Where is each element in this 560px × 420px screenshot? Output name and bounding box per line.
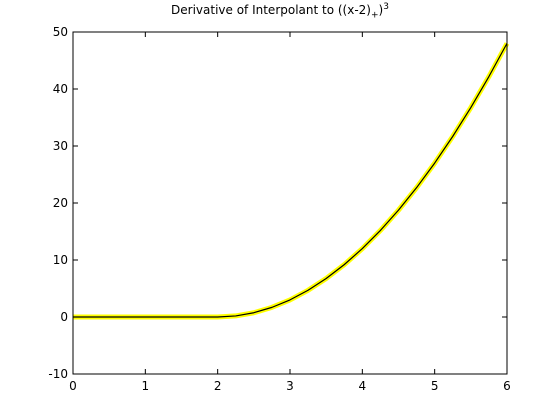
chart-title: Derivative of Interpolant to ((x-2)+)3	[0, 2, 560, 20]
chart-title-superscript: 3	[383, 2, 389, 12]
chart-title-close: )	[378, 3, 384, 17]
x-tick-label: 4	[359, 379, 367, 393]
x-tick-label: 3	[286, 379, 294, 393]
series-group	[73, 42, 510, 320]
x-tick-label: 0	[69, 379, 77, 393]
plot-area	[73, 32, 507, 374]
chart-title-subscript: +	[371, 10, 379, 21]
x-tick-label: 5	[431, 379, 439, 393]
series-line	[73, 43, 508, 318]
y-tick-label: 40	[53, 82, 68, 96]
y-tick-label: 50	[53, 25, 68, 39]
y-tick-label: 20	[53, 196, 68, 210]
chart-title-main: Derivative of Interpolant to ((x-2)	[171, 3, 371, 17]
y-tick-label: 0	[60, 310, 68, 324]
x-tick-label: 2	[214, 379, 222, 393]
y-tick-label: 10	[53, 253, 68, 267]
x-tick-label: 1	[142, 379, 150, 393]
y-tick-label: -10	[48, 367, 68, 381]
x-tick-label: 6	[503, 379, 511, 393]
plot-frame	[72, 31, 508, 375]
y-tick-label: 30	[53, 139, 68, 153]
